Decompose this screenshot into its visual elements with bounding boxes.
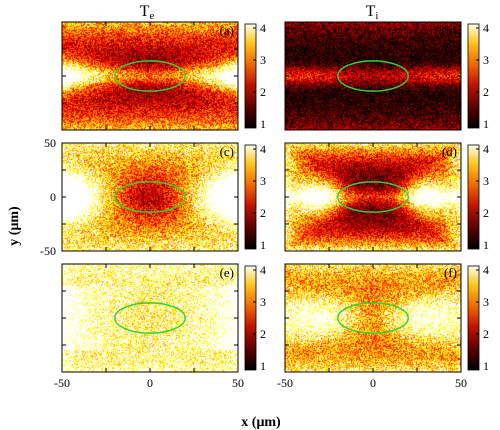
colorbar-tick-label: 3 [260,295,266,309]
colorbar-tick-label: 2 [260,206,266,220]
x-tick-label: -50 [54,376,70,390]
x-tick-label: 0 [370,376,376,390]
region-ellipse [337,302,409,334]
colorbar-tick-label: 3 [483,295,489,309]
column-header-te: Te [140,3,155,22]
colorbar [244,144,257,250]
colorbar-tick-label: 2 [260,327,266,341]
region-ellipse [114,60,186,92]
colorbar-tick-label: 1 [260,117,266,131]
colorbar [244,265,257,371]
colorbar [467,144,480,250]
colorbar-tick-label: 4 [483,142,489,156]
x-tick-label: 50 [455,376,467,390]
colorbar-tick-label: 3 [483,174,489,188]
colorbar [244,23,257,129]
heatmap-ion-early [285,22,461,130]
heatmap-electron-mid [62,143,238,251]
colorbar-tick-label: 1 [260,238,266,252]
panel-label: (e) [220,265,234,280]
panel-label: (f) [444,265,457,280]
colorbar-tick-label: 1 [260,359,266,373]
colorbar-tick-label: 1 [483,238,489,252]
x-tick-label: 0 [147,376,153,390]
region-ellipse [114,302,186,334]
colorbar-tick-label: 1 [483,359,489,373]
colorbar-tick-label: 4 [483,21,489,35]
colorbar-tick-label: 2 [483,85,489,99]
region-ellipse [114,181,186,213]
colorbar-tick-label: 4 [260,21,266,35]
region-ellipse [337,60,409,92]
colorbar-tick-label: 2 [260,85,266,99]
colorbar-tick-label: 4 [260,263,266,277]
heatmap-electron-late [62,264,238,372]
colorbar-tick-label: 3 [260,174,266,188]
heatmap-electron-early [62,22,238,130]
heatmap-ion-late [285,264,461,372]
panel-label: (a) [220,23,234,38]
panel-label: (c) [220,144,234,159]
colorbar-tick-label: 3 [260,53,266,67]
panel-label: (d) [442,144,457,159]
y-tick-label: -50 [40,244,56,258]
colorbar [467,265,480,371]
panel-label: (b) [442,23,457,38]
y-tick-label: 50 [44,136,56,150]
region-ellipse [337,181,409,213]
colorbar-tick-label: 4 [483,263,489,277]
colorbar-tick-label: 2 [483,206,489,220]
x-tick-label: -50 [277,376,293,390]
x-axis-label: x (μm) [241,415,281,430]
y-tick-label: 0 [50,190,56,204]
colorbar-tick-label: 4 [260,142,266,156]
column-header-ti: Ti [366,3,379,22]
colorbar-tick-label: 3 [483,53,489,67]
colorbar-tick-label: 1 [483,117,489,131]
y-axis-label: y (μm) [7,206,22,246]
heatmap-ion-mid [285,143,461,251]
colorbar-tick-label: 2 [483,327,489,341]
x-tick-label: 50 [232,376,244,390]
colorbar [467,23,480,129]
panels-group: (a) 4 3 2 1 (b) 4 3 2 1 (c) 50 0 -50 4 3 2 1 (d) 4 3 2 1 (e) -50… [40,21,489,390]
